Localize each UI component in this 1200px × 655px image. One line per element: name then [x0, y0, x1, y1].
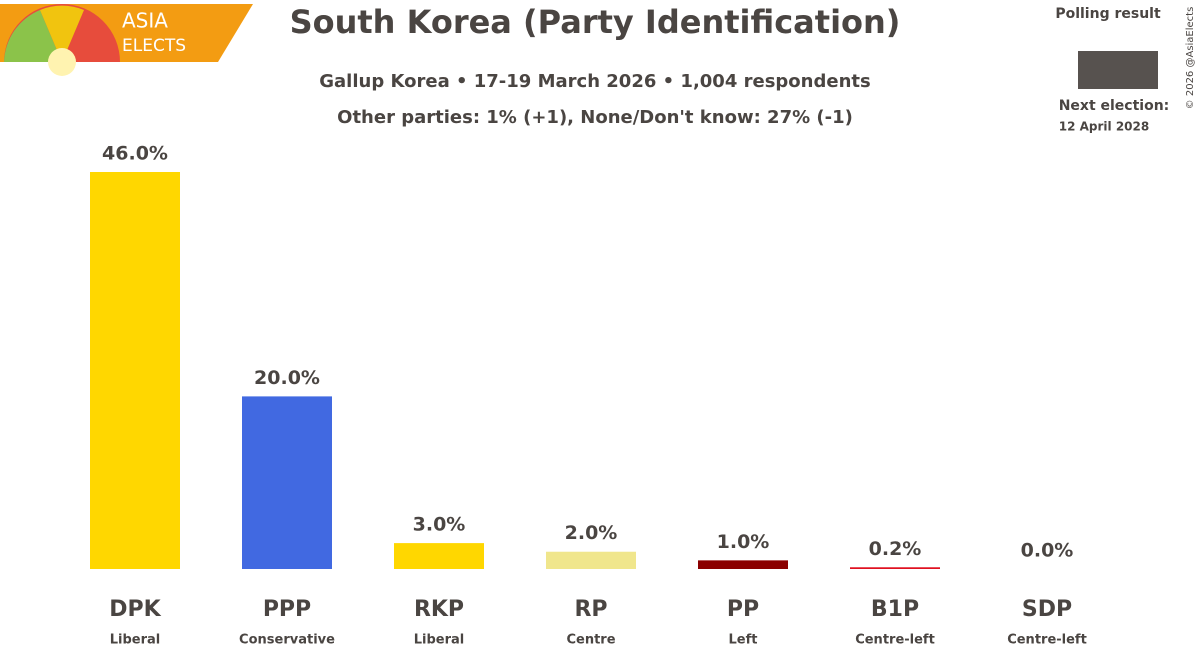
chart-title: South Korea (Party Identification) [290, 3, 901, 41]
x-tick-label: RP [574, 597, 607, 622]
value-label: 0.0% [1021, 540, 1074, 562]
bar [850, 567, 940, 569]
x-tick-label: SDP [1022, 597, 1072, 622]
next-election-label: Next election: [1059, 98, 1170, 114]
value-label: 46.0% [102, 143, 168, 165]
x-tick-label: PPP [263, 597, 311, 622]
logo-text: ASIA [122, 9, 168, 33]
ideology-label: Liberal [110, 633, 161, 648]
x-tick-label: PP [727, 597, 759, 622]
subtitle: Gallup Korea • 17-19 March 2026 • 1,004 … [319, 71, 870, 92]
legend-swatch [1078, 51, 1158, 89]
ideology-label: Liberal [414, 633, 465, 648]
ideology-label: Conservative [239, 633, 335, 648]
ideology-label: Centre [566, 633, 615, 648]
value-label: 0.2% [869, 538, 922, 560]
ideology-label: Centre-left [1007, 633, 1087, 648]
logo: ASIA ELECTS [0, 4, 253, 76]
bar [546, 551, 636, 569]
legend-label: Polling result [1055, 6, 1161, 22]
x-tick-label: RKP [414, 597, 464, 622]
ideology-label: Centre-left [855, 633, 935, 648]
logo-text: ELECTS [122, 36, 186, 56]
bar [698, 560, 788, 569]
bar [394, 543, 484, 569]
value-label: 1.0% [717, 531, 770, 553]
next-election-date: 12 April 2028 [1059, 120, 1149, 134]
ideology-label: Left [729, 633, 758, 648]
x-tick-label: B1P [871, 597, 919, 622]
value-label: 2.0% [565, 522, 618, 544]
credit: © 2026 @AsiaElects [1185, 7, 1196, 110]
bar [242, 396, 332, 569]
bar [90, 172, 180, 569]
subtitle: Other parties: 1% (+1), None/Don't know:… [337, 107, 853, 128]
value-label: 20.0% [254, 367, 320, 389]
x-tick-label: DPK [109, 597, 161, 622]
value-label: 3.0% [413, 514, 466, 536]
